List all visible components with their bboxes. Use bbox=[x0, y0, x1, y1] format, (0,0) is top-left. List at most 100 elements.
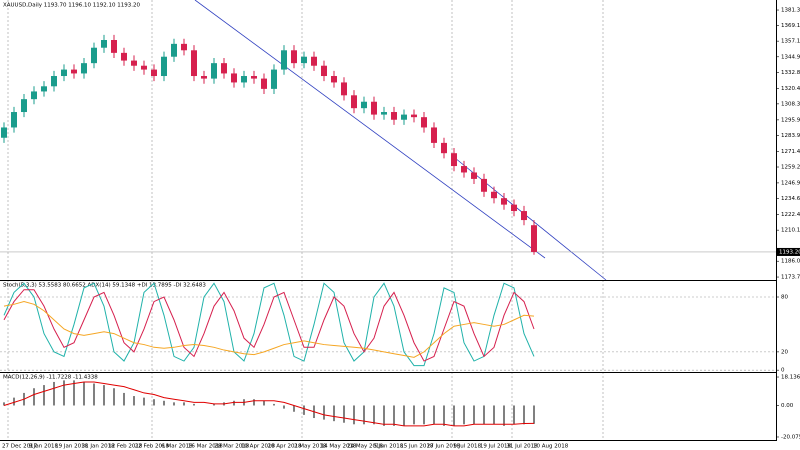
candle-body bbox=[421, 117, 427, 128]
candle-body bbox=[171, 43, 177, 57]
x-tick-label: 5 Jun 2018 bbox=[374, 444, 404, 450]
histogram-bar bbox=[163, 400, 165, 406]
histogram-bar bbox=[483, 405, 485, 425]
y-tick-label: 1271.40 bbox=[781, 149, 800, 155]
candle-body bbox=[21, 99, 27, 113]
candle-body bbox=[241, 76, 247, 83]
histogram-bar bbox=[523, 405, 525, 425]
x-tick-label: 31 Jan 2018 bbox=[82, 444, 115, 450]
candle-body bbox=[141, 65, 147, 70]
histogram-bar bbox=[83, 381, 85, 406]
candle-body bbox=[441, 142, 447, 154]
candle-body bbox=[81, 63, 87, 74]
candle-body bbox=[291, 50, 297, 64]
y-tick-label: 1332.85 bbox=[781, 70, 800, 76]
indicator-line bbox=[3, 282, 535, 367]
candle-body bbox=[471, 172, 477, 179]
y-tick-label: 18.136 bbox=[781, 375, 800, 381]
y-tick-label: 20 bbox=[781, 349, 788, 355]
candle-body bbox=[351, 95, 357, 109]
histogram-bar bbox=[383, 405, 385, 426]
x-tick-label: 9 Jan 2018 bbox=[29, 444, 59, 450]
candle-body bbox=[221, 63, 227, 74]
histogram-bar bbox=[463, 405, 465, 425]
candle-body bbox=[451, 153, 457, 167]
candle-body bbox=[101, 40, 107, 48]
histogram-bar bbox=[443, 405, 445, 426]
candle-body bbox=[61, 69, 67, 77]
candle-body bbox=[261, 78, 267, 89]
x-tick-label: 27 Dec 2017 bbox=[2, 444, 38, 450]
price-label-box bbox=[777, 247, 800, 256]
histogram-bar bbox=[473, 405, 475, 425]
histogram-bar bbox=[53, 381, 55, 406]
candle-body bbox=[91, 47, 97, 64]
histogram-bar bbox=[153, 399, 155, 406]
histogram-bar bbox=[43, 385, 45, 406]
candle-body bbox=[271, 69, 277, 89]
candle-body bbox=[361, 101, 367, 109]
histogram-bar bbox=[373, 405, 375, 425]
candle-body bbox=[491, 191, 497, 199]
x-tick-label: 10 Apr 2018 bbox=[241, 444, 276, 450]
candle-body bbox=[231, 73, 237, 83]
channel-line bbox=[454, 157, 607, 281]
y-tick-label: 1222.40 bbox=[781, 212, 800, 218]
candle-body bbox=[391, 112, 397, 120]
candle-body bbox=[401, 114, 407, 120]
candle-body bbox=[121, 52, 127, 61]
candle-body bbox=[281, 50, 287, 70]
candle-body bbox=[311, 56, 317, 66]
x-tick-label: 28 Mar 2018 bbox=[214, 444, 249, 450]
histogram-bar bbox=[123, 392, 125, 406]
histogram-bar bbox=[93, 383, 95, 406]
candle-body bbox=[181, 43, 187, 51]
histogram-bar bbox=[263, 400, 265, 406]
histogram-bar bbox=[133, 396, 135, 406]
histogram-bar bbox=[183, 402, 185, 406]
x-tick-label: 22 Feb 2018 bbox=[135, 444, 170, 450]
histogram-bar bbox=[33, 388, 35, 406]
histogram-bar bbox=[143, 397, 145, 406]
histogram-bar bbox=[193, 403, 195, 406]
histogram-bar bbox=[73, 380, 75, 406]
x-tick-label: 31 Jul 2018 bbox=[506, 444, 538, 450]
x-tick-label: 12 Feb 2018 bbox=[108, 444, 143, 450]
candle-body bbox=[321, 65, 327, 77]
candle-body bbox=[251, 76, 257, 79]
histogram-bar bbox=[13, 397, 15, 406]
candle-body bbox=[151, 69, 157, 77]
histogram-bar bbox=[273, 403, 275, 406]
candle-body bbox=[191, 50, 197, 77]
y-tick-label: 1234.60 bbox=[781, 196, 800, 202]
indicator-line bbox=[3, 381, 535, 427]
histogram-bar bbox=[213, 403, 215, 406]
y-tick-label: 1259.25 bbox=[781, 165, 800, 171]
x-tick-label: 20 Apr 2018 bbox=[268, 444, 303, 450]
candle-body bbox=[11, 112, 17, 128]
histogram-bar bbox=[513, 405, 515, 425]
histogram-bar bbox=[303, 405, 305, 415]
candle-body bbox=[341, 82, 347, 96]
y-tick-label: 1186.00 bbox=[781, 259, 800, 265]
candle-body bbox=[301, 56, 307, 64]
histogram-bar bbox=[533, 405, 535, 424]
histogram-bar bbox=[453, 405, 455, 426]
histogram-bar bbox=[413, 405, 415, 425]
histogram-bar bbox=[353, 405, 355, 425]
candle-body bbox=[201, 76, 207, 79]
x-tick-label: 24 May 2018 bbox=[347, 444, 383, 450]
x-tick-label: 15 Jun 2018 bbox=[400, 444, 434, 450]
candle-body bbox=[411, 114, 417, 118]
indicator-title: MACD(12,26,9) -11.7228 -11.4338 bbox=[3, 375, 98, 381]
indicator-line bbox=[3, 301, 535, 358]
candle-body bbox=[531, 225, 537, 252]
x-tick-label: 14 May 2018 bbox=[321, 444, 357, 450]
candle-body bbox=[71, 69, 77, 74]
candle-body bbox=[211, 63, 217, 79]
histogram-bar bbox=[253, 399, 255, 406]
candle-body bbox=[381, 112, 387, 115]
y-tick-label: 0 bbox=[781, 368, 785, 374]
